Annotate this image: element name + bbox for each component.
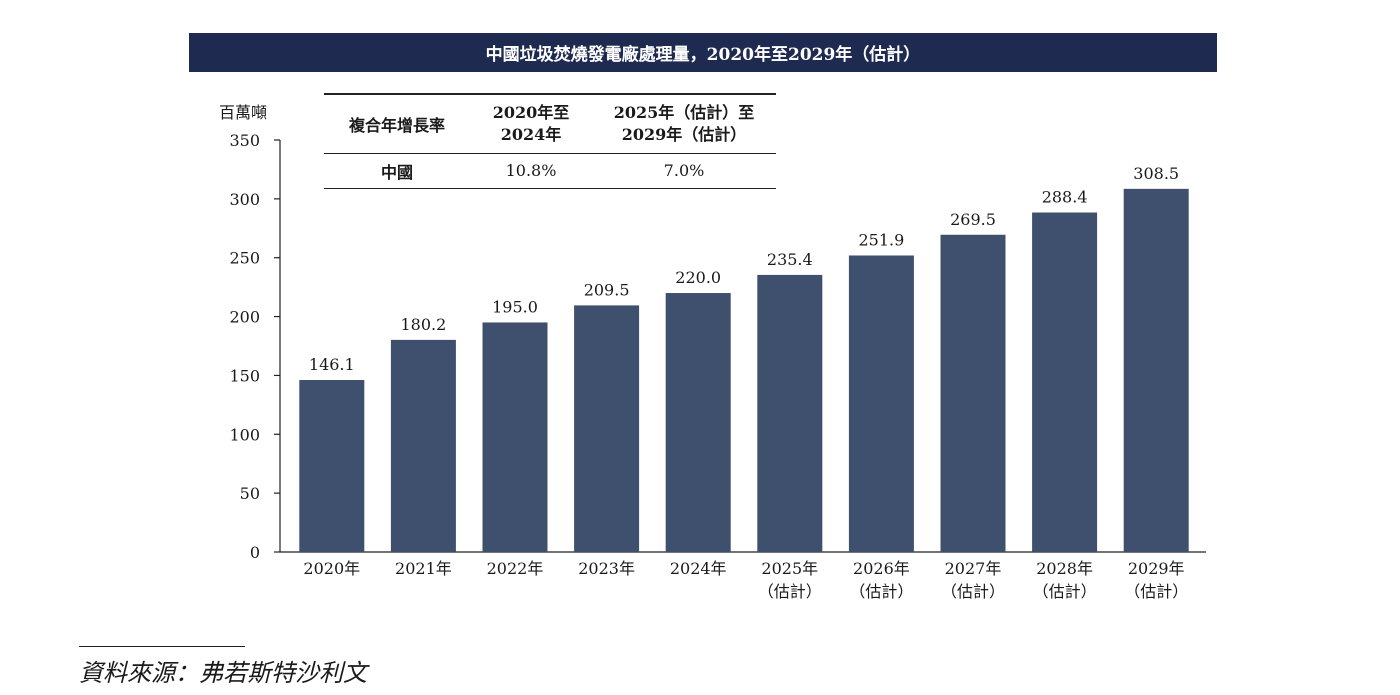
y-tick-label: 150 bbox=[229, 366, 260, 385]
bar bbox=[848, 255, 914, 552]
bar bbox=[1032, 212, 1098, 552]
cagr-table-header: 複合年增長率 2020年至 2024年 2025年（估計）至 2029年（估計） bbox=[324, 93, 776, 154]
bar bbox=[390, 339, 456, 552]
x-tick-label: （估計） bbox=[1033, 582, 1097, 601]
x-tick-label: （估計） bbox=[1124, 582, 1188, 601]
y-tick-label: 0 bbox=[250, 543, 260, 562]
bar-value-label: 251.9 bbox=[858, 230, 904, 249]
bar bbox=[665, 293, 731, 552]
x-tick-label: 2027年 bbox=[945, 559, 1002, 578]
x-tick-label: 2025年 bbox=[761, 559, 818, 578]
cagr-row-value-2: 7.0% bbox=[663, 161, 705, 180]
y-tick-label: 50 bbox=[240, 484, 260, 503]
bar bbox=[299, 380, 365, 552]
x-tick-label: 2028年 bbox=[1036, 559, 1093, 578]
cagr-table-row: 中國 10.8% 7.0% bbox=[324, 154, 776, 189]
y-tick-label: 100 bbox=[229, 425, 260, 444]
x-tick-label: 2021年 bbox=[395, 559, 452, 578]
bar bbox=[757, 274, 823, 552]
bar bbox=[940, 234, 1006, 552]
x-tick-label: （估計） bbox=[941, 582, 1005, 601]
bar-value-label: 146.1 bbox=[309, 355, 355, 374]
bar-value-label: 195.0 bbox=[492, 297, 538, 316]
y-tick-label: 300 bbox=[229, 190, 260, 209]
y-axis-unit-label: 百萬噸 bbox=[219, 103, 268, 122]
bar bbox=[574, 305, 640, 552]
bar-value-label: 288.4 bbox=[1042, 188, 1088, 207]
x-tick-label: （估計） bbox=[849, 582, 913, 601]
cagr-table: 複合年增長率 2020年至 2024年 2025年（估計）至 2029年（估計）… bbox=[324, 93, 776, 189]
x-tick-label: 2020年 bbox=[303, 559, 360, 578]
x-tick-label: 2029年 bbox=[1128, 559, 1185, 578]
y-tick-label: 250 bbox=[229, 249, 260, 268]
bar bbox=[482, 322, 548, 552]
bar-value-label: 180.2 bbox=[400, 315, 446, 334]
source-divider bbox=[79, 646, 245, 647]
x-tick-label: （估計） bbox=[758, 582, 822, 601]
chart-title: 中國垃圾焚燒發電廠處理量，2020年至2029年（估計） bbox=[189, 33, 1217, 72]
bar-value-label: 308.5 bbox=[1133, 164, 1179, 183]
cagr-col1-header: 2020年至 2024年 bbox=[492, 103, 570, 144]
y-tick-label: 200 bbox=[229, 308, 260, 327]
bar-value-label: 220.0 bbox=[675, 268, 721, 287]
bar-value-label: 235.4 bbox=[767, 250, 813, 269]
bar-value-label: 269.5 bbox=[950, 210, 996, 229]
x-tick-label: 2026年 bbox=[853, 559, 910, 578]
y-tick-label: 350 bbox=[229, 131, 260, 150]
cagr-col2-header: 2025年（估計）至 2029年（估計） bbox=[613, 103, 755, 144]
x-tick-label: 2022年 bbox=[487, 559, 544, 578]
source-note: 資料來源：弗若斯特沙利文 bbox=[79, 659, 367, 687]
cagr-header-label: 複合年增長率 bbox=[348, 116, 445, 135]
cagr-row-label: 中國 bbox=[380, 163, 413, 182]
x-tick-label: 2023年 bbox=[578, 559, 635, 578]
bar bbox=[1123, 188, 1189, 552]
x-tick-label: 2024年 bbox=[670, 559, 727, 578]
bar-value-label: 209.5 bbox=[584, 280, 630, 299]
cagr-row-value-1: 10.8% bbox=[505, 161, 557, 180]
